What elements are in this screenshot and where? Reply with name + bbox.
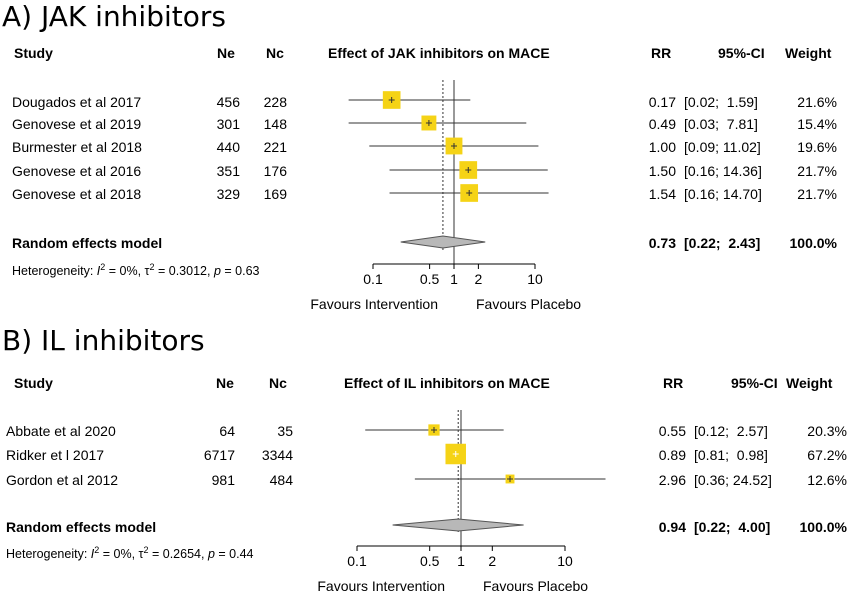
study-name: Gordon et al 2012 (6, 472, 119, 488)
header-ci: 95%-CI (731, 375, 778, 391)
forest-plot-a: 0.1 0.5 1 2 10 Favours Intervention Favours Pl… (310, 80, 581, 312)
study-ci: [0.12; 2.57] (694, 423, 768, 439)
study-rr: 0.17 (648, 94, 676, 110)
study-nc: 3344 (261, 447, 293, 463)
study-nc: 169 (263, 186, 287, 202)
study-rr: 1.50 (648, 163, 676, 179)
summary-rr: 0.94 (658, 519, 686, 535)
study-weight: 21.6% (797, 94, 837, 110)
x-tick-label: 10 (557, 553, 573, 569)
x-tick-label: 0.5 (420, 553, 440, 569)
study-rr: 0.49 (648, 116, 676, 132)
study-name: Genovese et al 2018 (12, 186, 142, 202)
study-name: Abbate et al 2020 (6, 423, 116, 439)
study-ci: [0.03; 7.81] (684, 116, 758, 132)
header-study: Study (14, 45, 53, 61)
summary-label: Random effects model (6, 519, 157, 535)
header-ne: Ne (216, 375, 234, 391)
x-tick-label: 0.1 (363, 271, 383, 287)
study-ne: 301 (216, 116, 240, 132)
study-weight: 20.3% (807, 423, 847, 439)
favours-intervention-label: Favours Intervention (310, 296, 438, 312)
panel-title: B) IL inhibitors (2, 324, 205, 357)
study-nc: 228 (263, 94, 287, 110)
study-name: Genovese et al 2019 (12, 116, 142, 132)
summary-ci: [0.22; 2.43] (684, 235, 761, 251)
header-effect: Effect of IL inhibitors on MACE (344, 375, 550, 391)
x-tick-label: 10 (527, 271, 543, 287)
study-nc: 484 (269, 472, 293, 488)
study-ne: 64 (219, 423, 235, 439)
study-name: Genovese et al 2016 (12, 163, 142, 179)
study-ne: 981 (211, 472, 235, 488)
favours-placebo-label: Favours Placebo (483, 578, 588, 594)
study-ci: [0.09; 11.02] (684, 139, 761, 155)
study-ne: 329 (216, 186, 240, 202)
heterogeneity-text: Heterogeneity: I2 = 0%, τ2 = 0.2654, p =… (6, 545, 254, 562)
panel-jak-inhibitors: A) JAK inhibitors Study Ne Nc Effect of … (2, 0, 837, 313)
header-ne: Ne (217, 45, 235, 61)
study-weight: 67.2% (807, 447, 847, 463)
study-ci: [0.02; 1.59] (684, 94, 758, 110)
summary-weight: 100.0% (789, 235, 837, 251)
summary-diamond (392, 518, 524, 532)
study-nc: 176 (263, 163, 287, 179)
study-weight: 21.7% (797, 163, 837, 179)
header-rr: RR (663, 375, 684, 391)
x-tick-label: 1 (450, 271, 458, 287)
study-rr: 0.89 (658, 447, 686, 463)
header-weight: Weight (786, 375, 833, 391)
header-nc: Nc (266, 45, 284, 61)
panel-il-inhibitors: B) IL inhibitors Study Ne Nc Effect of I… (0, 320, 850, 601)
study-nc: 221 (263, 139, 287, 155)
header-effect: Effect of JAK inhibitors on MACE (328, 45, 550, 61)
study-ne: 351 (216, 163, 240, 179)
study-weight: 19.6% (797, 139, 837, 155)
header-rr: RR (651, 45, 672, 61)
study-ne: 440 (216, 139, 240, 155)
x-tick-label: 2 (488, 553, 496, 569)
summary-diamond (400, 235, 486, 249)
header-nc: Nc (269, 375, 287, 391)
study-name: Ridker et l 2017 (6, 447, 105, 463)
summary-ci: [0.22; 4.00] (694, 519, 771, 535)
favours-placebo-label: Favours Placebo (476, 296, 581, 312)
panel-title: A) JAK inhibitors (2, 0, 226, 33)
study-rr: 2.96 (658, 472, 686, 488)
x-tick-label: 1 (457, 553, 465, 569)
study-nc: 35 (277, 423, 293, 439)
header-ci: 95%-CI (718, 45, 765, 61)
summary-weight: 100.0% (799, 519, 847, 535)
study-rr: 0.55 (658, 423, 686, 439)
study-name: Dougados et al 2017 (12, 94, 142, 110)
x-tick-label: 0.1 (347, 553, 367, 569)
header-weight: Weight (785, 45, 832, 61)
study-weight: 21.7% (797, 186, 837, 202)
x-tick-label: 0.5 (420, 271, 440, 287)
study-ci: [0.36; 24.52] (694, 472, 772, 488)
study-weight: 12.6% (807, 472, 847, 488)
heterogeneity-text: Heterogeneity: I2 = 0%, τ2 = 0.3012, p =… (12, 262, 260, 279)
study-ci: [0.16; 14.70] (684, 186, 762, 202)
study-weight: 15.4% (797, 116, 837, 132)
study-ne: 456 (216, 94, 240, 110)
study-ci: [0.81; 0.98] (694, 447, 768, 463)
summary-label: Random effects model (12, 235, 163, 251)
study-name: Burmester et al 2018 (12, 139, 142, 155)
summary-rr: 0.73 (648, 235, 676, 251)
header-study: Study (14, 375, 53, 391)
study-rr: 1.54 (648, 186, 676, 202)
study-nc: 148 (263, 116, 287, 132)
study-ne: 6717 (203, 447, 235, 463)
favours-intervention-label: Favours Intervention (317, 578, 445, 594)
study-rr: 1.00 (648, 139, 676, 155)
forest-plot-b: 0.1 0.5 1 2 10 Favours Intervention Favours Pl… (317, 410, 606, 594)
study-ci: [0.16; 14.36] (684, 163, 762, 179)
x-tick-label: 2 (474, 271, 482, 287)
